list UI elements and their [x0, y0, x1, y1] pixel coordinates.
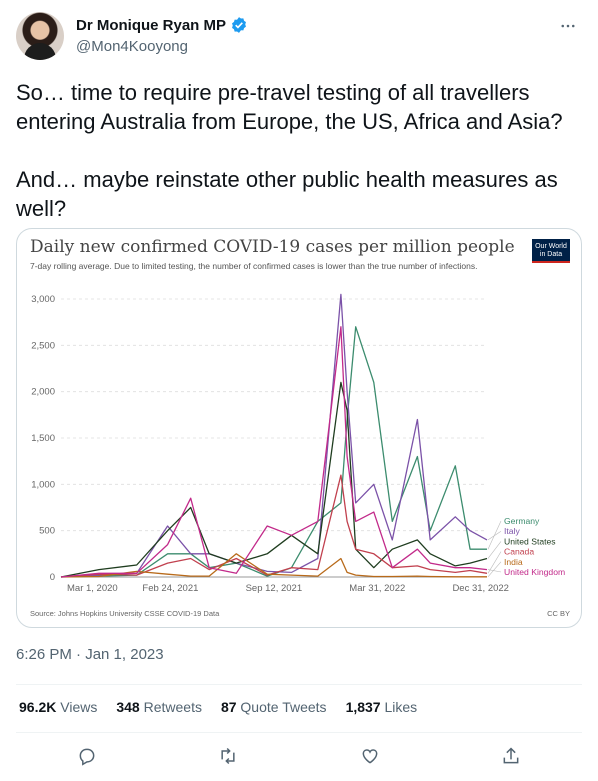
y-tick-label: 0	[50, 572, 55, 583]
tweet-header: Dr Monique Ryan MP @Mon4Kooyong	[16, 12, 582, 62]
like-icon[interactable]	[353, 739, 387, 773]
series-label: United States	[504, 536, 556, 546]
tweet-actions	[16, 736, 582, 776]
legend-connector	[487, 561, 502, 578]
series-line-canada	[60, 474, 488, 578]
series-label: United Kingdom	[504, 567, 565, 577]
avatar-shoulders	[24, 43, 56, 60]
y-tick-label: 1,500	[31, 433, 55, 444]
chart-subtitle: 7-day rolling average. Due to limited te…	[30, 261, 478, 271]
retweets-label: Retweets	[143, 699, 202, 715]
likes-count: 1,837	[345, 699, 381, 715]
owid-logo: Our World in Data	[532, 239, 570, 263]
views-label: Views	[60, 699, 98, 715]
series-line-italy	[60, 293, 488, 578]
divider	[16, 684, 582, 685]
quote-tweets-count: 87	[220, 699, 237, 715]
author-handle[interactable]: @Mon4Kooyong	[76, 38, 188, 55]
y-tick-label: 3,000	[31, 294, 55, 305]
x-tick-label: Feb 24, 2021	[142, 583, 198, 594]
x-tick-label: Dec 31, 2022	[452, 583, 509, 594]
tweet-media-chart[interactable]: Daily new confirmed COVID-19 cases per m…	[16, 228, 582, 628]
series-line-india	[60, 553, 487, 578]
more-horizontal-icon[interactable]	[556, 14, 580, 38]
retweet-icon[interactable]	[211, 739, 245, 773]
views-stat: 96.2K Views	[19, 699, 97, 715]
views-count: 96.2K	[19, 699, 57, 715]
legend-connector	[487, 520, 502, 550]
series-label: India	[504, 557, 523, 567]
tweet-text: So… time to require pre-travel testing o…	[16, 80, 563, 221]
owid-logo-line1: Our World	[535, 243, 567, 250]
series-line-united-kingdom	[60, 326, 488, 578]
retweets-stat[interactable]: 348 Retweets	[116, 699, 202, 715]
x-tick-label: Sep 12, 2021	[246, 583, 303, 594]
series-line-germany	[60, 326, 487, 578]
author-display-name[interactable]: Dr Monique Ryan MP	[76, 16, 227, 34]
x-tick-label: Mar 31, 2022	[349, 583, 405, 594]
divider	[16, 732, 582, 733]
series-label: Italy	[504, 526, 520, 536]
chart-plot: 0 500 1,000 1,500 2,000 2,500 3,000 Mar 1, 2020…	[31, 293, 565, 594]
series-label: Canada	[504, 547, 534, 557]
likes-label: Likes	[384, 699, 418, 715]
verified-badge-icon	[230, 16, 248, 34]
reply-icon[interactable]	[70, 739, 104, 773]
avatar[interactable]	[16, 12, 64, 60]
legend-connector	[487, 569, 502, 573]
chart-source: Source: Johns Hopkins University CSSE CO…	[30, 609, 220, 618]
chart-title: Daily new confirmed COVID-19 cases per m…	[30, 237, 515, 257]
y-tick-label: 2,500	[31, 340, 55, 351]
y-tick-label: 500	[39, 526, 55, 537]
author-name-row: Dr Monique Ryan MP	[76, 16, 248, 34]
likes-stat[interactable]: 1,837 Likes	[346, 699, 418, 715]
y-tick-label: 1,000	[31, 479, 55, 490]
quote-tweets-label: Quote Tweets	[240, 699, 327, 715]
share-icon[interactable]	[494, 739, 528, 773]
chart-license: CC BY	[547, 609, 570, 618]
tweet-timestamp[interactable]: 6:26 PM · Jan 1, 2023	[16, 646, 164, 663]
owid-logo-line2: in Data	[539, 251, 563, 258]
retweets-count: 348	[116, 699, 140, 715]
legend-connector	[487, 551, 502, 574]
legend-connector	[487, 530, 502, 541]
engagement-stats: 96.2K Views 348 Retweets 87 Quote Tweets…	[19, 699, 417, 715]
legend-connector	[487, 541, 502, 559]
y-tick-label: 2,000	[31, 387, 55, 398]
x-tick-label: Mar 1, 2020	[67, 583, 118, 594]
quote-tweets-stat[interactable]: 87 Quote Tweets	[221, 699, 327, 715]
series-line-united-states	[60, 381, 488, 578]
series-label: Germany	[504, 516, 540, 526]
